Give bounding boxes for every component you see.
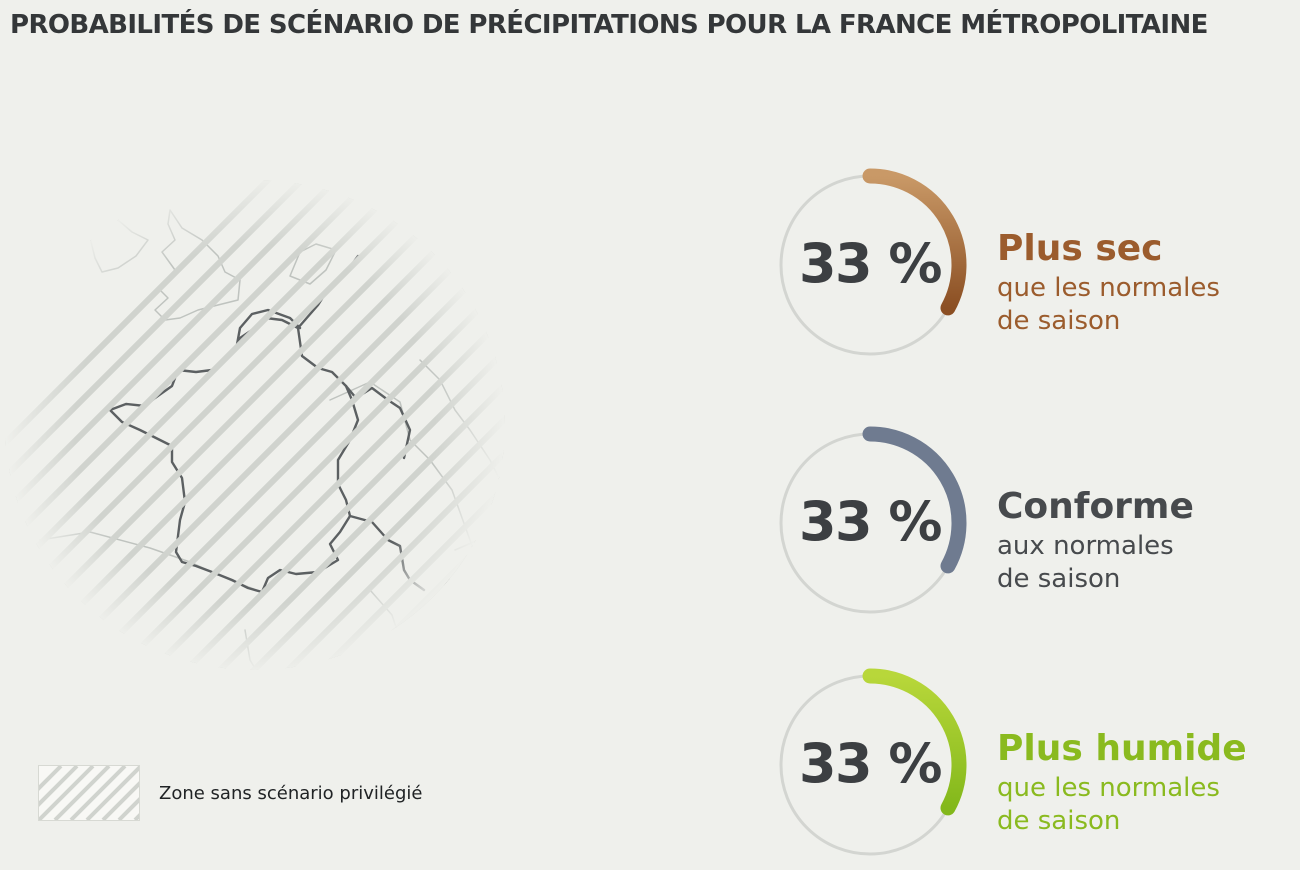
- ring-arc: [862, 668, 967, 816]
- scenario-item: 33 % Plus sec que les normales de saison: [765, 160, 1285, 370]
- ring-arc: [862, 168, 967, 316]
- france-map: [0, 160, 520, 720]
- scenario-item: 33 % Conforme aux normales de saison: [765, 418, 1285, 628]
- legend-hatch-pattern: [39, 766, 139, 820]
- percentage-label: 33 %: [798, 732, 943, 795]
- scenario-title: Plus sec: [997, 228, 1163, 269]
- legend-hatch-line: [39, 766, 63, 791]
- legend-hatch-line: [85, 766, 139, 820]
- legend-hatch-swatch: [38, 765, 140, 821]
- scenario-subtitle: que les normales de saison: [997, 772, 1277, 838]
- scenario-item: 33 % Plus humide que les normales de saison: [765, 660, 1285, 870]
- legend-hatch-line: [53, 766, 111, 820]
- scenario-subtitle-line: aux normales: [997, 531, 1174, 561]
- ring-svg: [779, 426, 967, 614]
- map-illustration: [5, 180, 505, 670]
- legend-hatch-line: [69, 766, 127, 820]
- ring-svg: [779, 168, 967, 356]
- scenario-subtitle-line: de saison: [997, 306, 1121, 336]
- scenario-subtitle-line: de saison: [997, 806, 1121, 836]
- legend-label: Zone sans scénario privilégié: [159, 783, 423, 804]
- ring-svg: [779, 668, 967, 856]
- ring-arc: [862, 426, 967, 574]
- scenario-chart: 33 % Plus sec que les normales de saison 33 …: [765, 160, 1285, 856]
- scenario-title: Conforme: [997, 486, 1194, 527]
- percentage-label: 33 %: [798, 232, 943, 295]
- percentage-label: 33 %: [798, 490, 943, 553]
- legend-hatch-line: [117, 797, 139, 820]
- scenario-subtitle: aux normales de saison: [997, 530, 1277, 596]
- hatch-line: [501, 180, 505, 670]
- legend-hatch-line: [101, 781, 139, 820]
- legend-hatch-line: [39, 766, 95, 820]
- scenario-subtitle-line: de saison: [997, 564, 1121, 594]
- scenario-subtitle-line: que les normales: [997, 273, 1220, 303]
- legend-hatch-line: [39, 766, 79, 807]
- page-title: PROBABILITÉS DE SCÉNARIO DE PRÉCIPITATIO…: [10, 10, 1208, 40]
- scenario-subtitle: que les normales de saison: [997, 272, 1277, 338]
- probability-ring: [765, 660, 975, 870]
- probability-ring: [765, 418, 975, 628]
- legend: Zone sans scénario privilégié: [38, 765, 558, 825]
- probability-ring: [765, 160, 975, 370]
- scenario-subtitle-line: que les normales: [997, 773, 1220, 803]
- scenario-title: Plus humide: [997, 728, 1247, 769]
